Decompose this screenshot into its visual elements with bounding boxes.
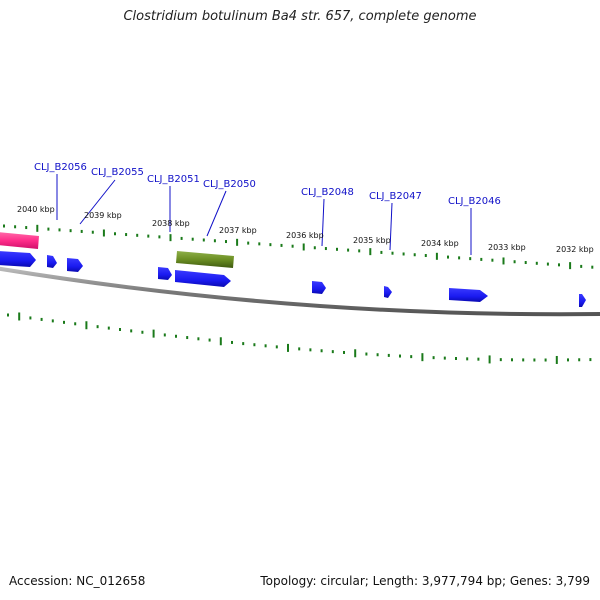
gene-label: CLJ_B2048 [301, 187, 354, 198]
gene-leader-line [79, 179, 116, 225]
gene-label: CLJ_B2047 [369, 191, 422, 202]
genome-backbone [0, 266, 600, 317]
kbp-label: 2035 kbp [353, 236, 391, 245]
gene-highlight-pink [0, 232, 39, 249]
gene-cds [384, 286, 392, 298]
gene-cds [0, 251, 36, 267]
gene-track [0, 232, 586, 307]
gene-label: CLJ_B2050 [203, 179, 256, 190]
gene-leader-line [389, 202, 393, 251]
gene-cds [312, 281, 326, 294]
topology-text: Topology: circular; Length: 3,977,794 bp… [260, 574, 590, 588]
lower-tick-ring [7, 312, 592, 364]
kbp-label: 2036 kbp [286, 231, 324, 240]
accession-text: Accession: NC_012658 [9, 574, 146, 588]
gene-label: CLJ_B2055 [91, 167, 144, 178]
gene-cds [158, 267, 172, 280]
genome-title: Clostridium botulinum Ba4 str. 657, comp… [123, 9, 477, 24]
gene-leader-line [321, 198, 325, 247]
kbp-label: 2033 kbp [488, 243, 526, 252]
gene-cds [67, 258, 83, 272]
gene-cds [175, 270, 231, 287]
gene-label: CLJ_B2046 [448, 196, 501, 207]
kbp-label: 2032 kbp [556, 245, 594, 254]
kbp-label: 2034 kbp [421, 239, 459, 248]
gene-cds [449, 288, 488, 302]
gene-highlight-green [176, 251, 234, 268]
kbp-label-layer: 2040 kbp 2039 kbp 2038 kbp 2037 kbp 2036 kbp… [17, 205, 594, 254]
gene-label: CLJ_B2056 [34, 162, 87, 173]
kbp-label: 2038 kbp [152, 219, 190, 228]
kbp-label: 2037 kbp [219, 226, 257, 235]
gene-cds [579, 294, 586, 307]
upper-tick-ring [3, 224, 594, 270]
gene-leader-line [206, 190, 227, 237]
gene-label: CLJ_B2051 [147, 174, 200, 185]
kbp-label: 2040 kbp [17, 205, 55, 214]
gene-cds [47, 255, 57, 268]
kbp-label: 2039 kbp [84, 211, 122, 220]
